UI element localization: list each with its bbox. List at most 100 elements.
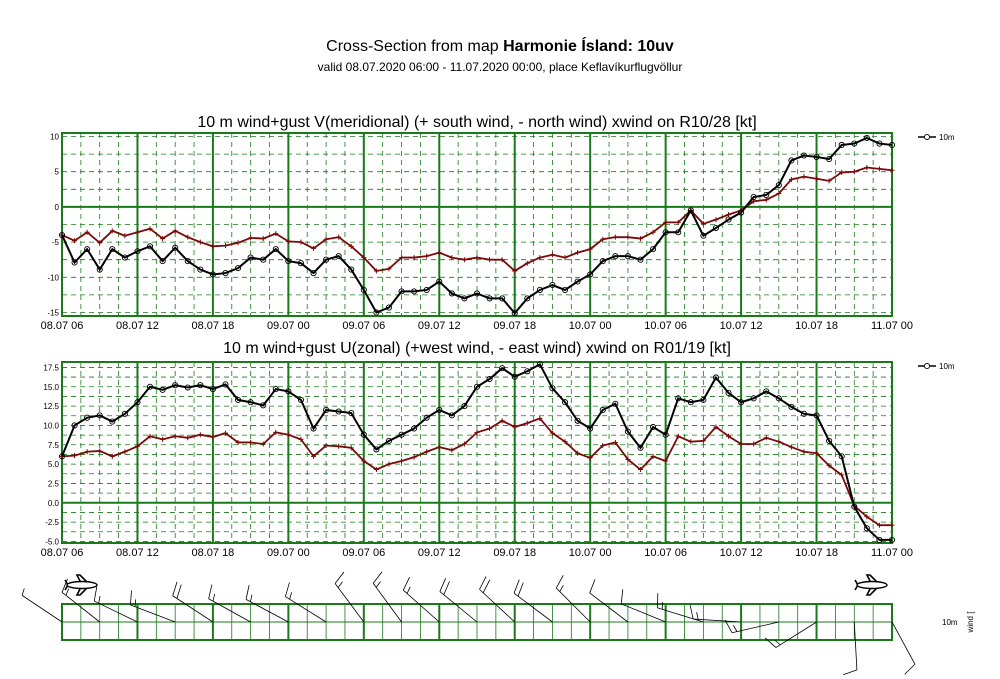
panel2-gust-point	[260, 441, 266, 447]
panel2-gust-point	[637, 467, 643, 473]
wind-barb-shaft	[775, 621, 817, 648]
wind-barb-feather	[482, 579, 491, 593]
panel2-gust-point	[411, 454, 417, 460]
panel2-wind-point	[712, 374, 719, 381]
panel2-gust-point	[109, 453, 115, 459]
panel1-gust-point	[713, 217, 719, 223]
panel1-wind-point	[662, 229, 669, 236]
wind-barb-shaft	[172, 595, 214, 623]
panel2-xtick-label: 09.07 06	[342, 547, 385, 559]
panel1-wind-point	[385, 304, 393, 311]
panel1-wind-line	[61, 136, 893, 315]
panel2-wind-point	[725, 389, 732, 396]
wind-barb-feather	[724, 619, 733, 633]
panel1-gust-point	[273, 231, 279, 237]
wind-barb-feather	[208, 584, 213, 599]
panel2-wind-point	[58, 453, 66, 460]
panel2-title: 10 m wind+gust U(zonal) (+west wind, - e…	[223, 340, 731, 357]
panel2-wind-point	[876, 536, 883, 543]
panel1-gust-point	[235, 240, 241, 246]
wind-barb-shaft	[731, 621, 779, 634]
panel2-ytick-label: 0.0	[48, 499, 60, 508]
panel2-gust-point	[751, 441, 757, 447]
panel1-wind-point	[323, 256, 330, 263]
panel1-wind-point	[96, 266, 103, 273]
panel2-gust-point	[323, 443, 329, 449]
panel1-wind-point	[172, 244, 179, 251]
panel2-wind-point	[121, 410, 128, 417]
wind-barb-feather	[21, 588, 25, 596]
panel2-gust-point	[336, 443, 342, 449]
wind-barb-feather	[402, 576, 410, 591]
panel2-ytick-label: -2.5	[45, 518, 59, 527]
panel2-gust-point	[499, 418, 505, 424]
panel1-gust-point	[776, 191, 782, 197]
panel2-wind-point	[763, 388, 770, 395]
panel1-wind-point	[738, 209, 745, 216]
panel1-gust-point	[512, 268, 518, 274]
wind-barb-shaft	[657, 607, 704, 623]
panel1-legend-marker	[923, 133, 931, 141]
wind-barb-shaft	[439, 591, 478, 623]
panel2-wind-point	[599, 406, 606, 414]
panel2-wind-point	[209, 386, 216, 393]
wind-barb-shaft	[372, 583, 402, 623]
panel2-gust-point	[562, 439, 568, 445]
panel2-gust-point	[461, 441, 467, 447]
wind-barb-feather	[620, 589, 624, 604]
panel2-wind-point	[197, 382, 204, 389]
wind-barb-shaft	[130, 604, 176, 623]
panel1-wind-point	[247, 254, 254, 261]
panel1-wind-point	[536, 286, 543, 294]
panel1-gust-point	[663, 219, 669, 225]
panel1-wind-point	[763, 191, 770, 198]
wind-barb-feather	[375, 581, 381, 588]
wind-barb-feather	[589, 579, 596, 594]
panel2-ytick-label: 2.5	[48, 479, 60, 488]
panel1-gust-point	[185, 234, 191, 240]
panel1-wind-point	[134, 248, 141, 255]
panel1-gust-point	[474, 255, 480, 261]
panel2-wind-point	[612, 400, 619, 407]
panel1-wind-point	[423, 286, 430, 294]
panel2-gust-point	[549, 430, 555, 436]
panel1-frame	[61, 132, 893, 317]
panel1-gust-point	[160, 236, 166, 242]
panel1-wind-point	[184, 258, 191, 265]
wind-barb-feather	[555, 575, 564, 589]
panel1-gust-point	[72, 238, 78, 244]
panel1-gust-point	[373, 268, 379, 274]
wind-barb-shaft	[589, 592, 629, 623]
panel1-wind-point	[398, 288, 405, 295]
wind-barb-shaft	[94, 600, 138, 623]
panel1-wind-point	[235, 265, 242, 272]
panel2-wind-point	[84, 414, 91, 421]
panel1-wind-point	[549, 281, 556, 289]
panel2-gust-point	[185, 435, 191, 441]
wind-barb-feather	[443, 581, 450, 595]
panel2-wind-point	[310, 425, 317, 432]
panel1-gust-point	[600, 236, 606, 242]
panel2-wind-point	[838, 453, 845, 460]
wind-barb-feather	[774, 639, 781, 646]
panel2-wind-point	[511, 373, 518, 380]
panel1-gust-point	[84, 229, 90, 235]
panel2-gust-point	[864, 514, 870, 520]
wind-barb-feather	[212, 593, 216, 602]
panel2-wind-point	[650, 423, 657, 431]
panel2-ytick-label: -5.0	[45, 537, 59, 546]
panel1-wind-point	[838, 141, 845, 149]
panel1-wind-point	[675, 229, 682, 236]
wind-barb-shaft	[21, 595, 63, 623]
panel1-wind-point	[775, 182, 782, 189]
panel2-wind-point	[461, 403, 468, 410]
panel2-xtick-label: 08.07 18	[191, 547, 234, 559]
panel2-wind-point	[561, 399, 569, 406]
panel1-wind-point	[272, 246, 279, 253]
panel1-xtick-label: 08.07 06	[41, 320, 84, 332]
panel2-wind-point	[159, 386, 166, 393]
panel1-wind-point	[612, 253, 619, 260]
panel2-gust-point	[487, 426, 493, 432]
panel2-gust-point	[373, 467, 379, 473]
